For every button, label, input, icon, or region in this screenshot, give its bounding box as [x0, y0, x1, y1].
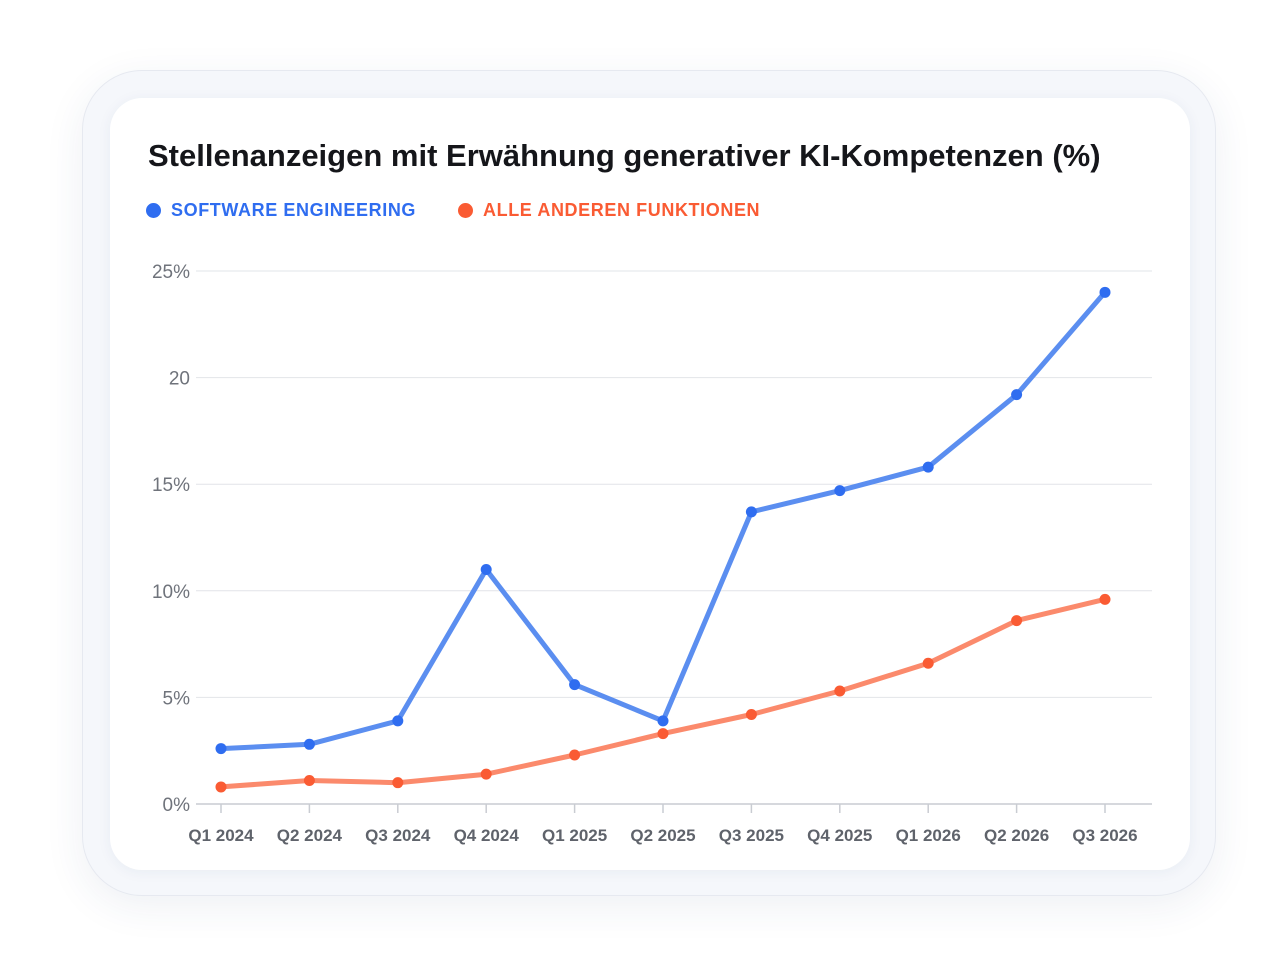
legend-dot-other-functions [458, 203, 474, 218]
x-tick-label: Q2 2025 [630, 826, 695, 845]
x-axis-ticks: Q1 2024 Q2 2024 Q3 2024 Q4 2024 Q1 2025 Q2 20… [188, 804, 1138, 845]
x-tick-label: Q4 2024 [454, 826, 520, 845]
data-point-software-engineering [215, 743, 227, 755]
data-point-software-engineering [745, 506, 757, 518]
data-point-other-functions [569, 749, 581, 761]
legend-item-software-engineering: SOFTWARE ENGINEERING [146, 200, 416, 221]
series-layer [215, 286, 1111, 793]
data-point-other-functions [745, 708, 757, 720]
y-tick-label: 20 [169, 369, 190, 390]
legend-dot-software-engineering [146, 203, 161, 218]
x-tick-label: Q1 2024 [188, 826, 254, 845]
y-tick-label: 5% [163, 688, 191, 709]
data-point-other-functions [1099, 593, 1111, 605]
data-point-software-engineering [303, 738, 315, 750]
data-point-software-engineering [834, 485, 846, 497]
legend-label-software-engineering: SOFTWARE ENGINEERING [171, 200, 417, 220]
data-point-other-functions [392, 777, 404, 789]
series-line-other-functions [218, 596, 1108, 790]
data-point-software-engineering [1011, 389, 1023, 401]
legend: SOFTWARE ENGINEERING ALLE ANDEREN FUNKTI… [146, 200, 760, 221]
series-software-engineering [215, 286, 1111, 755]
data-point-software-engineering [922, 461, 934, 473]
x-tick-label: Q1 2025 [542, 826, 607, 845]
data-point-other-functions [1011, 615, 1023, 627]
legend-label-other-functions: ALLE ANDEREN FUNKTIONEN [483, 200, 761, 220]
grid-layer [196, 270, 1152, 805]
data-point-other-functions [922, 657, 934, 669]
data-point-other-functions [215, 781, 227, 793]
data-point-other-functions [657, 728, 669, 740]
series-line-software-engineering [218, 289, 1108, 752]
legend-item-other-functions: ALLE ANDEREN FUNKTIONEN [458, 200, 760, 221]
data-point-software-engineering [657, 715, 669, 727]
series-other-functions [215, 593, 1111, 793]
data-point-other-functions [480, 768, 492, 780]
x-tick-label: Q4 2025 [807, 826, 872, 845]
x-tick-label: Q3 2024 [365, 826, 431, 845]
y-tick-label: 10% [152, 582, 190, 603]
data-point-other-functions [303, 775, 315, 787]
x-tick-label: Q3 2026 [1072, 826, 1137, 845]
data-point-software-engineering [392, 715, 404, 727]
y-axis-ticks: 0% 5% 10% 15% 20 25% [152, 262, 190, 816]
y-tick-label: 25% [152, 262, 190, 283]
x-tick-label: Q3 2025 [719, 826, 784, 845]
data-point-software-engineering [569, 679, 581, 691]
x-tick-label: Q2 2024 [277, 826, 343, 845]
y-tick-label: 15% [152, 475, 190, 496]
data-point-software-engineering [480, 563, 492, 575]
x-tick-label: Q1 2026 [896, 826, 961, 845]
y-tick-label: 0% [163, 795, 191, 816]
data-point-software-engineering [1099, 286, 1111, 298]
x-tick-label: Q2 2026 [984, 826, 1049, 845]
chart-title: Stellenanzeigen mit Erwähnung generative… [148, 138, 1101, 173]
data-point-other-functions [834, 685, 846, 697]
